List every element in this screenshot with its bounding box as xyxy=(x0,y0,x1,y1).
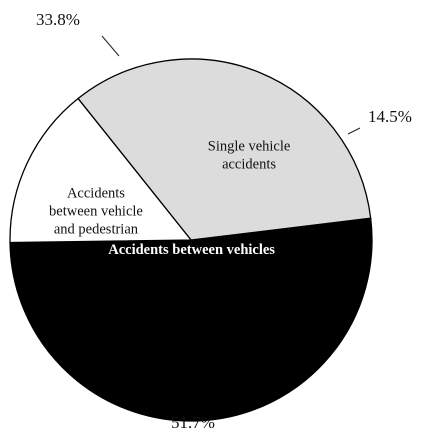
pie-slice-3 xyxy=(9,97,193,244)
leader-lines xyxy=(101,35,361,135)
slice-label-line: and pedestrian xyxy=(54,221,139,237)
slice-label-line: accidents xyxy=(222,157,276,173)
slice-label-3: Accidents between vehicle and pedestrian xyxy=(49,185,143,237)
pie-slice-1 xyxy=(9,217,373,422)
slice-label-line: Single vehicle xyxy=(208,139,291,155)
slice-label-line: Accidents xyxy=(67,185,125,201)
slice-label-2: Single vehicle accidents xyxy=(208,139,291,173)
percent-labels: 51.7% 33.8% 14.5% xyxy=(36,10,412,432)
slice-label-line: Accidents between vehicles xyxy=(108,242,275,258)
slice-label-1: Accidents between vehicles xyxy=(108,242,275,258)
percent-label-3: 14.5% xyxy=(368,107,412,126)
percent-label-1: 51.7% xyxy=(171,413,215,432)
percent-label-2: 33.8% xyxy=(36,10,80,29)
slice-label-line: between vehicle xyxy=(49,203,143,219)
slice-labels: Accidents between vehicles Single vehicle… xyxy=(49,139,290,258)
pie-slices xyxy=(9,58,373,422)
pie-slice-2 xyxy=(77,58,372,241)
leader-line-2 xyxy=(101,35,120,57)
leader-line-3 xyxy=(347,127,361,135)
